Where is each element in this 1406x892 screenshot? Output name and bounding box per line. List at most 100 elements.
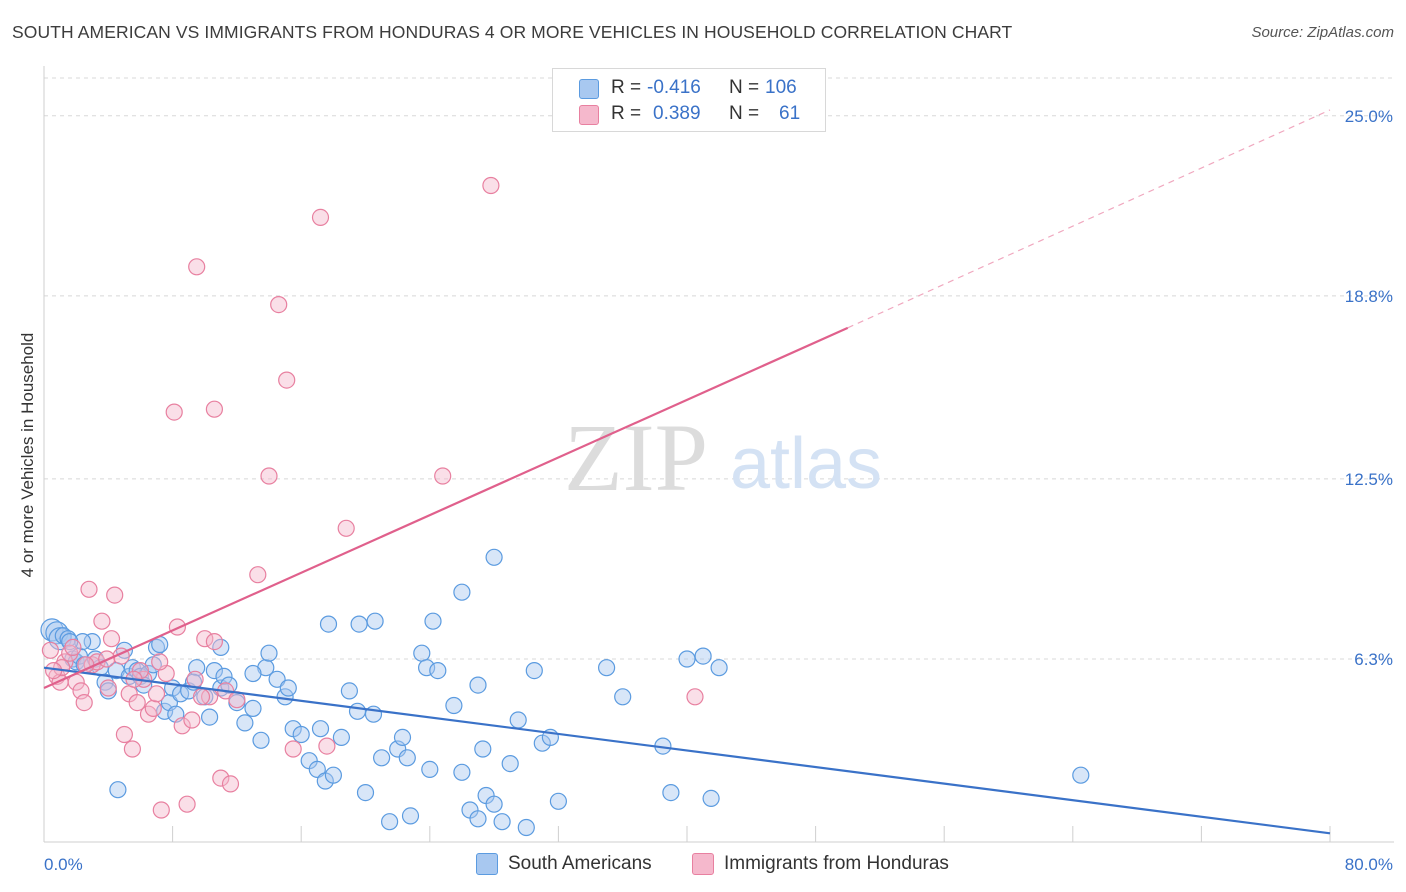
watermark-zip: ZIP [564,404,708,511]
honduras-point [186,670,204,688]
south-american-point [424,612,442,630]
legend-r-value: -0.416 [647,77,701,98]
y-tick-label: 18.8% [1345,287,1393,306]
honduras-point [178,795,196,813]
honduras-point [278,371,296,389]
south-american-point [413,644,431,662]
legend-n-label: N = [729,77,760,98]
legend-n-value: 61 [779,103,801,124]
honduras-point [99,679,117,697]
honduras-point [41,641,60,659]
south-american-point [517,818,535,837]
honduras-point [128,693,146,712]
y-axis-title: 4 or more Vehicles in Household [18,332,37,578]
bottom-legend-label: Immigrants from Honduras [724,853,949,874]
south-american-point [597,659,616,677]
honduras-point [106,586,124,604]
south-american-point [244,699,262,718]
south-american-point [393,728,412,747]
legend-r-label: R = [611,77,642,98]
south-american-point [340,682,358,700]
south-american-point [366,612,384,630]
trend-lines [43,109,1331,835]
y-tick-label: 25.0% [1345,107,1393,126]
south-american-point [236,714,254,732]
south-american-point [469,676,487,694]
honduras-point [205,632,223,651]
chart-title: SOUTH AMERICAN VS IMMIGRANTS FROM HONDUR… [12,22,1013,42]
tick-labels: 6.3% 12.5% 18.8% 25.0% 0.0% 80.0% [44,107,1393,874]
south-american-point [59,630,77,648]
watermark-atlas: atlas [730,424,882,504]
south-american-point [398,749,416,767]
south-american-point [549,792,568,810]
south-american-point [292,725,310,744]
south-american-point [212,638,230,657]
south-american-point [54,627,72,645]
honduras-point [168,618,186,636]
legend-n-value: 106 [765,77,797,98]
honduras-point [212,769,230,787]
south-american-point [205,661,223,680]
south-american-point [332,728,350,747]
south-american-point [260,644,278,662]
honduras-point [221,775,240,793]
south-american-point [525,661,543,680]
south-american-point [401,807,420,825]
honduras-trend-line [43,326,849,690]
honduras-point [311,208,330,226]
honduras-point [102,630,121,648]
south-american-point [201,708,219,726]
honduras-point [131,661,149,680]
south-american-point [501,754,519,773]
south-american-point [702,789,720,808]
south-american-point [710,659,728,677]
south-american-point [485,548,503,566]
south-american-point [348,702,367,720]
south-american-point [662,783,680,802]
south-american-point [421,760,439,779]
honduras-point [188,258,206,276]
south-american-point [493,813,511,831]
legend-n-label: N = [729,103,760,124]
south-american-trend-line [43,666,1331,835]
chart-source: Source: ZipAtlas.com [1251,24,1394,41]
axes [43,66,1394,843]
south-american-point [83,632,101,651]
honduras-point [151,653,169,671]
gridlines [44,77,1394,660]
south-american-point [356,783,375,802]
honduras-point [482,176,500,195]
south-american-point [418,659,436,677]
honduras-point [152,801,170,819]
south-american-point [109,781,127,799]
honduras-point [196,630,214,648]
honduras-point [260,467,278,485]
south-american-point [73,632,92,651]
south-american-point [469,810,487,828]
honduras-point [270,296,288,314]
south-american-point [453,583,471,601]
honduras-point [249,566,267,584]
y-tick-label: 6.3% [1354,650,1393,669]
honduras-point [434,467,452,485]
south-american-point [147,638,166,657]
honduras-point [115,725,134,744]
south-american-point [324,766,342,784]
legend-r-label: R = [611,103,642,124]
x-tick-label: 0.0% [44,855,83,874]
honduras-point [64,638,82,657]
south-american-point [350,615,368,633]
south-american-point [678,650,696,668]
honduras-point [147,685,166,703]
south-american-point [474,740,492,758]
honduras-point [144,699,162,718]
south-american-point [509,711,527,729]
honduras-point [75,693,93,712]
watermark: ZIP atlas [564,404,882,511]
honduras-point [284,740,302,758]
bottom-legend-label: South Americans [508,853,652,874]
honduras-point [318,737,336,755]
south-american-point [244,664,262,683]
